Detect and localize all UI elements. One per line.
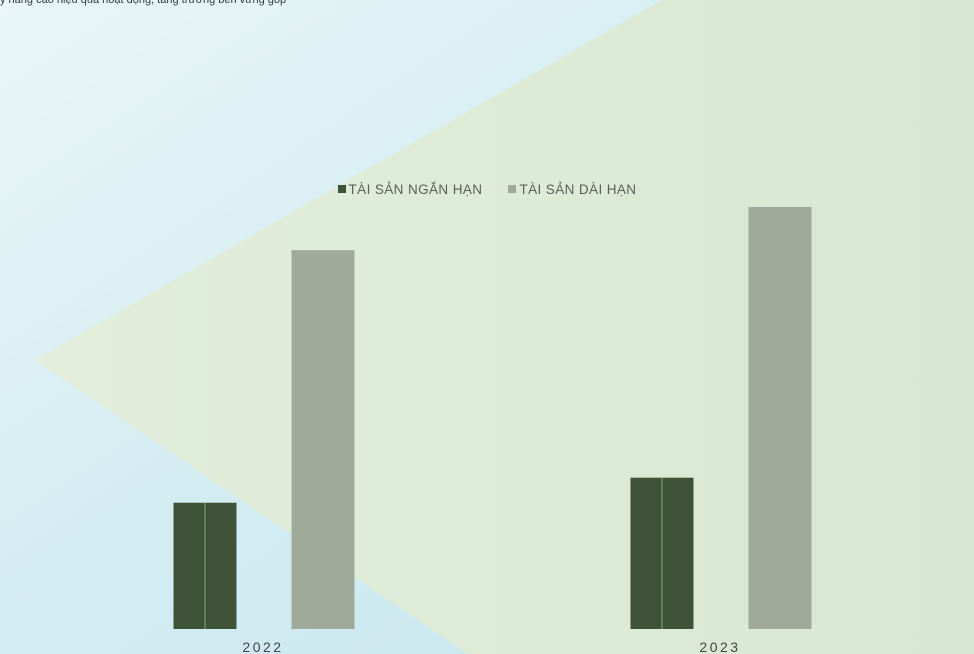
legend-item-long-term-assets: TÀI SẢN DÀI HẠN xyxy=(508,182,636,197)
legend-item-short-term-assets: TÀI SẢN NGẮN HẠN xyxy=(337,181,483,197)
bar-2022-series-1 xyxy=(291,250,355,629)
clipped-paragraph-text: y nâng cao hiệu quả hoạt động, tăng trưở… xyxy=(0,0,287,6)
legend-swatch-short-term-assets xyxy=(337,185,346,193)
chart-legend: TÀI SẢN NGẮN HẠN TÀI SẢN DÀI HẠN xyxy=(0,180,974,198)
bar-2023-series-1 xyxy=(748,206,812,630)
x-tick-label-2023: 2023 xyxy=(699,639,740,654)
legend-label-short-term-assets: TÀI SẢN NGẮN HẠN xyxy=(348,181,483,197)
x-tick-label-2022: 2022 xyxy=(242,639,283,654)
legend-label-long-term-assets: TÀI SẢN DÀI HẠN xyxy=(519,181,637,197)
legend-swatch-long-term-assets xyxy=(508,185,517,193)
